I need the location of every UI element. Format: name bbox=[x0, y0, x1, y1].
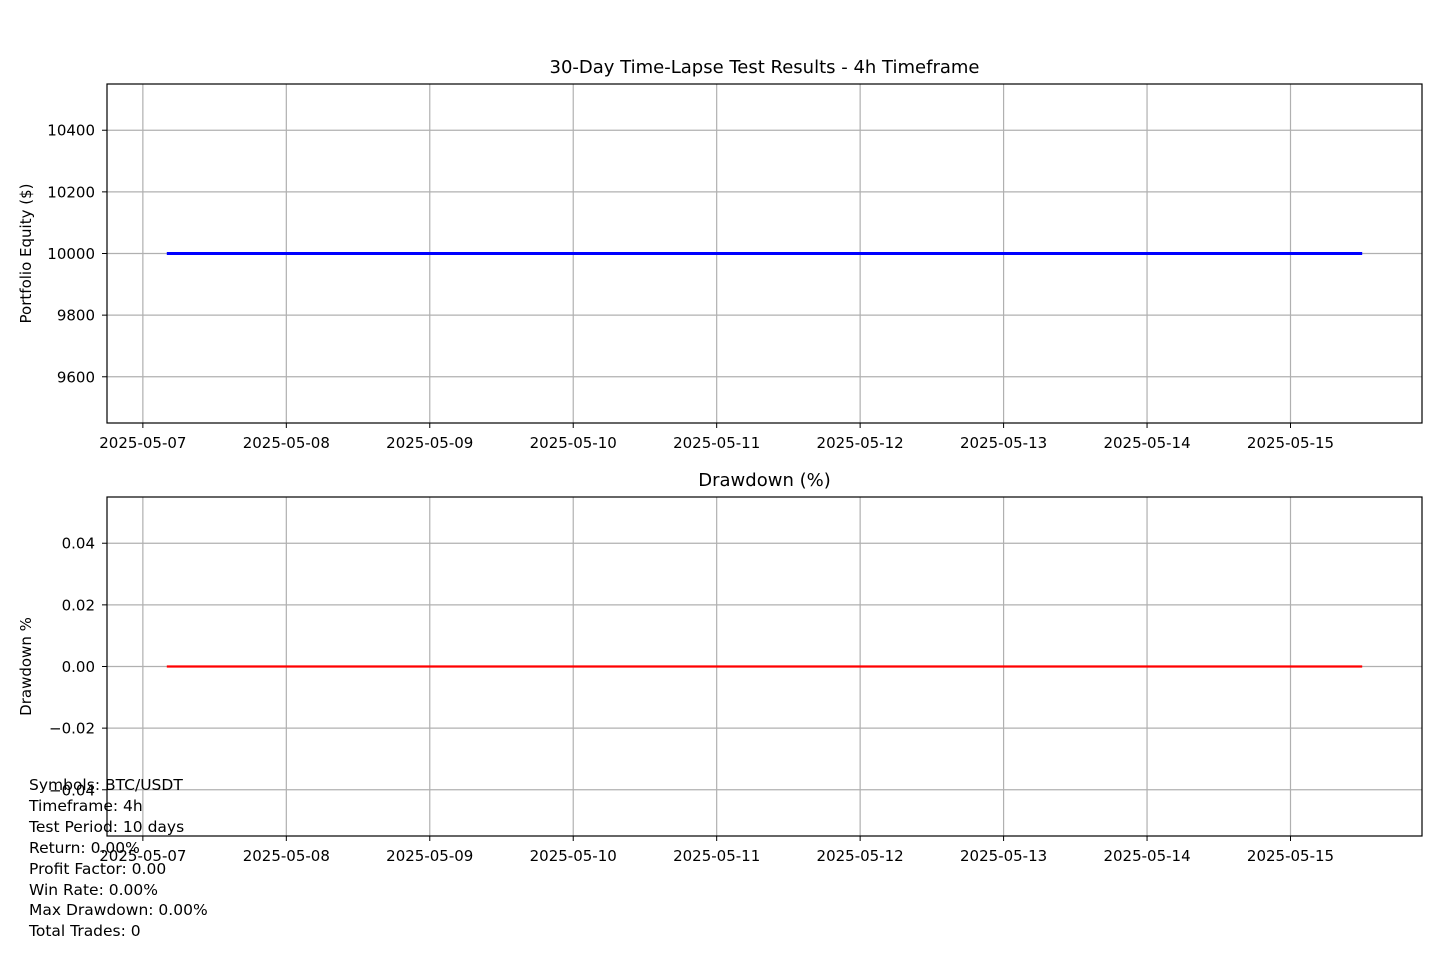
y-tick-label: 10400 bbox=[47, 122, 95, 140]
x-tick-label: 2025-05-10 bbox=[530, 847, 617, 865]
stats-win-rate: Win Rate: 0.00% bbox=[29, 880, 158, 899]
x-tick-label: 2025-05-09 bbox=[386, 847, 473, 865]
y-tick-label: 9800 bbox=[57, 307, 95, 325]
y-tick-label: −0.02 bbox=[49, 720, 95, 738]
x-tick-label: 2025-05-10 bbox=[530, 434, 617, 452]
plot-frame bbox=[106, 83, 1423, 424]
x-tick-label: 2025-05-07 bbox=[99, 847, 186, 865]
y-axis-label: Drawdown % bbox=[17, 617, 35, 716]
y-tick-label: 0.00 bbox=[62, 658, 95, 676]
y-tick-label: 10000 bbox=[47, 245, 95, 263]
chart-title: Drawdown (%) bbox=[698, 470, 830, 491]
plot-frame bbox=[106, 496, 1423, 837]
x-tick-label: 2025-05-08 bbox=[243, 434, 330, 452]
y-tick-label: 0.04 bbox=[62, 535, 95, 553]
x-tick-label: 2025-05-14 bbox=[1103, 847, 1190, 865]
x-tick-label: 2025-05-14 bbox=[1103, 434, 1190, 452]
x-tick-label: 2025-05-11 bbox=[673, 847, 760, 865]
stats-timeframe: Timeframe: 4h bbox=[29, 796, 143, 815]
x-tick-label: 2025-05-15 bbox=[1247, 434, 1334, 452]
x-tick-label: 2025-05-13 bbox=[960, 434, 1047, 452]
y-tick-label: 0.02 bbox=[62, 596, 95, 614]
stats-symbols: Symbols: BTC/USDT bbox=[29, 776, 183, 794]
stats-profit-factor: Profit Factor: 0.00 bbox=[29, 859, 167, 878]
x-tick-label: 2025-05-12 bbox=[817, 434, 904, 452]
stats-max-drawdown: Max Drawdown: 0.00% bbox=[29, 901, 208, 920]
x-tick-label: 2025-05-13 bbox=[960, 847, 1047, 865]
stats-return: Return: 0.00% bbox=[29, 838, 140, 857]
y-axis-label: Portfolio Equity ($) bbox=[17, 184, 35, 324]
x-tick-label: 2025-05-07 bbox=[99, 434, 186, 452]
stats-test-period: Test Period: 10 days bbox=[29, 817, 185, 836]
stats-text-box: Symbols: BTC/USDT Timeframe: 4h Test Per… bbox=[29, 775, 208, 942]
y-tick-label: 10200 bbox=[47, 183, 95, 201]
stats-total-trades: Total Trades: 0 bbox=[29, 922, 141, 941]
equity-chart: 2025-05-07 2025-05-08 2025-05-09 2025-05-10… bbox=[17, 57, 1423, 452]
x-tick-label: 2025-05-08 bbox=[243, 847, 330, 865]
y-tick-label: −0.04 bbox=[49, 781, 95, 799]
x-tick-label: 2025-05-12 bbox=[817, 847, 904, 865]
x-tick-label: 2025-05-09 bbox=[386, 434, 473, 452]
y-tick-label: 9600 bbox=[57, 368, 95, 386]
drawdown-chart: 2025-05-07 2025-05-08 2025-05-09 2025-05-10… bbox=[17, 470, 1423, 865]
chart-title: 30-Day Time-Lapse Test Results - 4h Time… bbox=[550, 57, 980, 78]
x-tick-label: 2025-05-15 bbox=[1247, 847, 1334, 865]
x-tick-label: 2025-05-11 bbox=[673, 434, 760, 452]
